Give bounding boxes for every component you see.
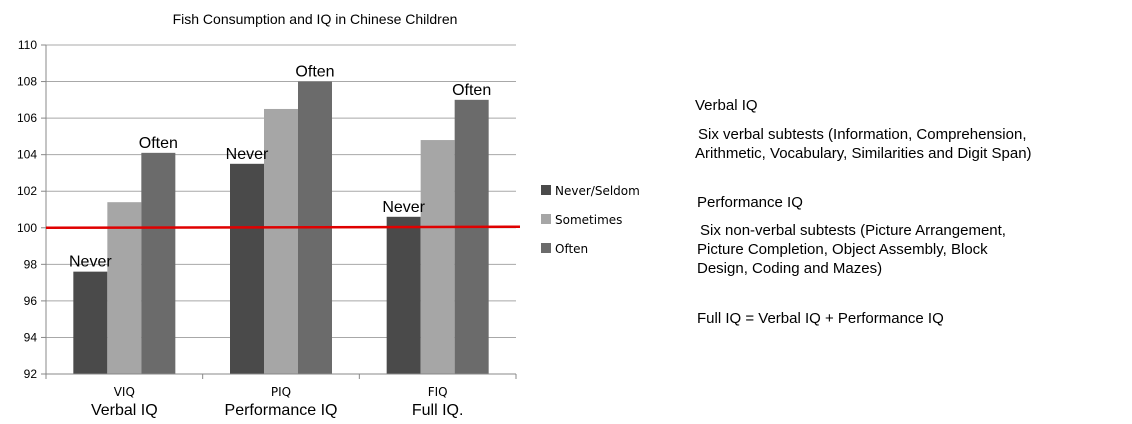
bar-viq-often bbox=[141, 152, 176, 374]
y-tick-label-92: 92 bbox=[24, 367, 38, 381]
x-sublabel-fiq: Full IQ. bbox=[412, 402, 464, 419]
y-tick-label-96: 96 bbox=[24, 294, 38, 308]
performance-iq-line3: Design, Coding and Mazes) bbox=[697, 260, 883, 277]
y-tick-label-100: 100 bbox=[17, 221, 37, 235]
performance-iq-line2: Picture Completion, Object Assembly, Blo… bbox=[697, 241, 988, 258]
reference-line-group bbox=[45, 225, 521, 230]
bar-fiq-often bbox=[454, 99, 489, 374]
annotations: Never Often Never Often Never Often bbox=[69, 64, 491, 271]
y-tick-label-94: 94 bbox=[24, 330, 38, 344]
x-sublabel-viq: Verbal IQ bbox=[91, 402, 158, 419]
bar-fiq-sometimes bbox=[420, 140, 455, 374]
chart-title: Fish Consumption and IQ in Chinese Child… bbox=[173, 11, 458, 27]
y-tick-label-104: 104 bbox=[17, 148, 37, 162]
annotation-2: Never bbox=[226, 146, 269, 163]
x-tick-label-piq: PIQ bbox=[271, 385, 291, 399]
legend: Never/Seldom Sometimes Often bbox=[541, 184, 640, 256]
annotation-5: Often bbox=[452, 82, 491, 99]
annotation-4: Never bbox=[382, 199, 425, 216]
legend-label-1: Sometimes bbox=[555, 213, 622, 227]
x-tick-label-fiq: FIQ bbox=[428, 385, 448, 399]
verbal-iq-line2: Arithmetic, Vocabulary, Similarities and… bbox=[695, 145, 1032, 162]
legend-swatch-1 bbox=[541, 214, 551, 224]
y-tick-label-106: 106 bbox=[17, 111, 37, 125]
x-sublabel-piq: Performance IQ bbox=[225, 402, 338, 419]
bar-fiq-never-seldom bbox=[386, 216, 421, 374]
verbal-iq-title: Verbal IQ bbox=[695, 97, 758, 114]
y-tick-label-98: 98 bbox=[24, 257, 38, 271]
x-axis: VIQ Verbal IQ PIQ Performance IQ FIQ Full IQ. bbox=[45, 373, 517, 419]
legend-swatch-0 bbox=[541, 185, 551, 195]
bar-piq-sometimes bbox=[264, 108, 298, 374]
bar-viq-never-seldom bbox=[73, 271, 108, 374]
full-iq-definition: Full IQ = Verbal IQ + Performance IQ bbox=[697, 310, 944, 327]
y-tick-label-108: 108 bbox=[17, 75, 37, 89]
y-axis: 92 94 96 98 100 102 104 106 108 110 bbox=[17, 38, 47, 381]
bar-piq-never-seldom bbox=[230, 163, 264, 374]
annotation-3: Often bbox=[295, 64, 334, 81]
reference-line bbox=[45, 225, 521, 230]
verbal-iq-line1: Six verbal subtests (Information, Compre… bbox=[698, 126, 1027, 143]
x-tick-label-viq: VIQ bbox=[114, 385, 135, 399]
y-tick-label-102: 102 bbox=[17, 184, 37, 198]
iq-bar-chart: Fish Consumption and IQ in Chinese Child… bbox=[17, 11, 640, 419]
legend-label-2: Often bbox=[555, 242, 588, 256]
bars bbox=[73, 81, 489, 375]
bar-viq-sometimes bbox=[107, 202, 142, 374]
annotation-0: Never bbox=[69, 254, 112, 271]
annotation-1: Often bbox=[139, 135, 178, 152]
y-tick-label-110: 110 bbox=[18, 38, 37, 52]
legend-label-0: Never/Seldom bbox=[555, 184, 640, 198]
legend-swatch-2 bbox=[541, 243, 551, 253]
performance-iq-title: Performance IQ bbox=[697, 194, 803, 211]
performance-iq-line1: Six non-verbal subtests (Picture Arrange… bbox=[700, 222, 1006, 239]
